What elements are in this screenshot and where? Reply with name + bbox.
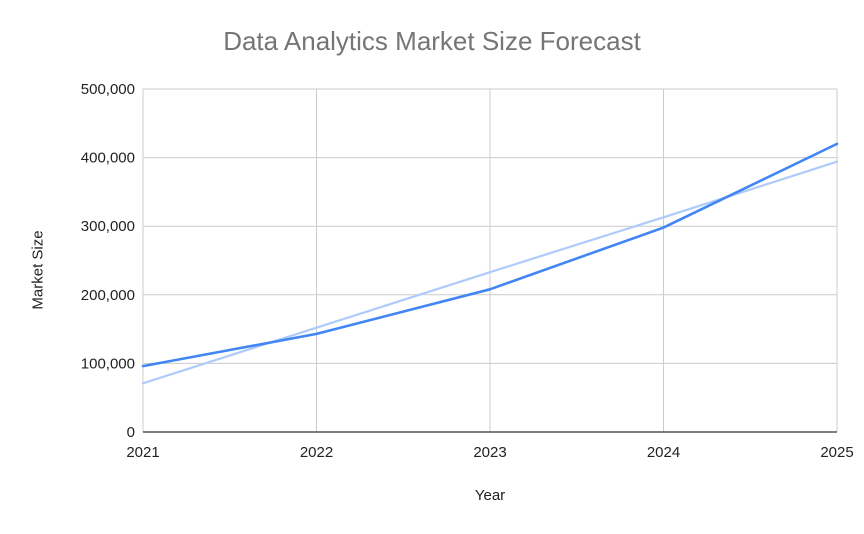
y-tick-label: 200,000 bbox=[81, 287, 135, 304]
x-tick-label: 2025 bbox=[820, 444, 853, 461]
x-tick-label: 2022 bbox=[300, 444, 333, 461]
x-axis-label: Year bbox=[474, 487, 506, 504]
y-tick-label: 400,000 bbox=[81, 150, 135, 167]
y-tick-label: 100,000 bbox=[81, 355, 135, 372]
y-tick-label: 500,000 bbox=[81, 81, 135, 98]
x-tick-label: 2023 bbox=[473, 444, 506, 461]
y-tick-label: 300,000 bbox=[81, 218, 135, 235]
x-tick-label: 2024 bbox=[647, 444, 680, 461]
x-tick-label: 2021 bbox=[126, 444, 159, 461]
series-line bbox=[141, 142, 839, 368]
y-tick-label: 0 bbox=[127, 424, 135, 441]
chart-title: Data Analytics Market Size Forecast bbox=[223, 26, 641, 56]
